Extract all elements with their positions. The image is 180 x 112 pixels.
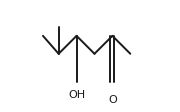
Text: O: O — [108, 95, 117, 105]
Text: OH: OH — [68, 90, 85, 100]
